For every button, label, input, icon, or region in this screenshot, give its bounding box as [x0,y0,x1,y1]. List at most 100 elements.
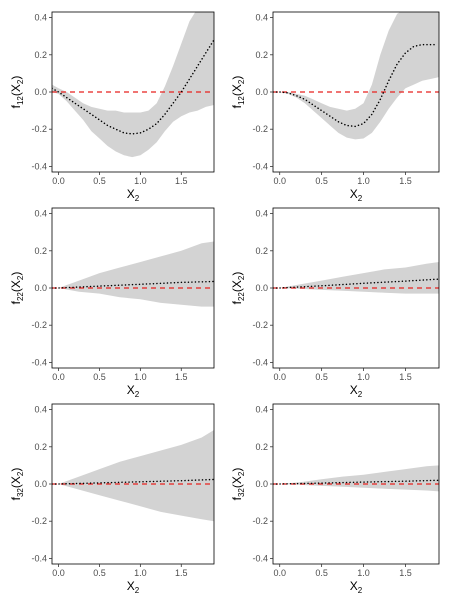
y-axis-label-close: ) [230,272,244,276]
y-axis-label-base: f [9,496,23,500]
estimate-line [273,278,439,289]
y-tick-label: 0.0 [34,283,47,293]
x-tick-label: 1.0 [357,176,370,186]
confidence-band [273,465,439,492]
x-tick-label: 1.5 [399,372,412,382]
y-axis-label-subscript: 22 [16,292,25,301]
y-tick-label: 0.2 [255,50,268,60]
y-tick-label: 0.4 [34,209,47,219]
x-axis-label-base: X [127,383,135,397]
y-axis-label-subscript: 32 [237,488,246,497]
y-axis-label-base: f [230,300,244,304]
y-axis-label-subscript: 32 [16,488,25,497]
y-axis-label-close: ) [9,272,23,276]
x-tick-label: 0.5 [315,176,328,186]
y-tick-label: -0.4 [252,553,268,563]
x-tick-label: 0.0 [52,176,65,186]
x-tick-label: 0.0 [273,176,286,186]
plot-area [52,430,214,522]
y-axis-label-argument-subscript: 2 [16,471,25,476]
y-axis-label: f22(X2) [9,272,25,305]
plot-area [52,241,214,307]
x-axis-label-subscript: 2 [135,194,140,203]
y-tick-label: 0.4 [34,405,47,415]
y-tick-label: -0.2 [31,516,47,526]
plot-area [273,262,439,294]
y-tick-label: -0.2 [252,320,268,330]
x-tick-label: 1.5 [175,568,188,578]
x-tick-label: 0.0 [273,372,286,382]
x-tick-label: 1.0 [134,568,147,578]
y-axis-label-close: ) [9,76,23,80]
y-tick-label: 0.2 [255,442,268,452]
y-axis-label-argument: (X [230,476,244,488]
x-tick-label: 0.5 [93,568,106,578]
y-axis-label-argument-subscript: 2 [16,275,25,280]
y-axis-label-argument-subscript: 2 [237,275,246,280]
y-axis-label: f32(X2) [9,468,25,501]
x-axis-label-base: X [127,187,135,201]
y-axis-label-close: ) [9,468,23,472]
x-axis-label-base: X [350,383,358,397]
y-axis-label-argument: (X [230,84,244,96]
y-axis-label-subscript: 12 [16,96,25,105]
y-tick-label: -0.4 [31,161,47,171]
y-tick-label: -0.2 [31,320,47,330]
y-tick-label: 0.0 [255,283,268,293]
y-tick-label: 0.2 [34,442,47,452]
y-axis-label-argument-subscript: 2 [237,471,246,476]
y-axis-label: f22(X2) [230,272,246,305]
y-axis-label: f12(X2) [230,76,246,109]
confidence-band [52,241,214,307]
confidence-band [52,430,214,522]
x-axis-label: X2 [350,187,363,203]
y-axis-label-argument: (X [9,84,23,96]
estimate-line [273,479,439,485]
x-axis-label-subscript: 2 [358,390,363,399]
x-axis-label-subscript: 2 [135,586,140,595]
x-tick-label: 1.0 [134,372,147,382]
y-axis-label-argument: (X [9,280,23,292]
y-tick-label: 0.4 [255,13,268,23]
y-tick-label: 0.0 [255,479,268,489]
x-axis-label: X2 [350,383,363,399]
y-tick-label: 0.4 [255,405,268,415]
x-tick-label: 0.0 [52,568,65,578]
x-axis-label: X2 [127,579,140,595]
x-tick-label: 1.0 [357,372,370,382]
x-tick-label: 1.0 [134,176,147,186]
y-tick-label: 0.4 [255,209,268,219]
y-axis-label-base: f [230,496,244,500]
y-tick-label: 0.2 [34,50,47,60]
y-axis-label-subscript: 12 [237,96,246,105]
x-axis-label: X2 [350,579,363,595]
y-tick-label: 0.0 [34,479,47,489]
y-axis-label-argument-subscript: 2 [16,79,25,84]
y-axis-label-subscript: 22 [237,292,246,301]
confidence-band [273,262,439,294]
confidence-band [273,12,439,140]
x-axis-label-subscript: 2 [358,586,363,595]
y-axis-label-base: f [9,104,23,108]
y-tick-label: -0.2 [31,124,47,134]
x-tick-label: 1.5 [399,568,412,578]
x-tick-label: 0.5 [315,372,328,382]
plot-area [52,12,214,158]
y-tick-label: -0.4 [31,553,47,563]
y-axis-label-close: ) [230,76,244,80]
y-tick-label: 0.2 [34,246,47,256]
x-tick-label: 1.0 [357,568,370,578]
y-axis-label: f32(X2) [230,468,246,501]
y-axis-label: f12(X2) [9,76,25,109]
x-tick-label: 0.0 [273,568,286,578]
y-axis-label-argument-subscript: 2 [237,79,246,84]
x-axis-label-base: X [127,579,135,593]
y-tick-label: -0.4 [252,357,268,367]
x-axis-label-subscript: 2 [358,194,363,203]
y-tick-label: 0.0 [255,87,268,97]
x-axis-label: X2 [127,187,140,203]
